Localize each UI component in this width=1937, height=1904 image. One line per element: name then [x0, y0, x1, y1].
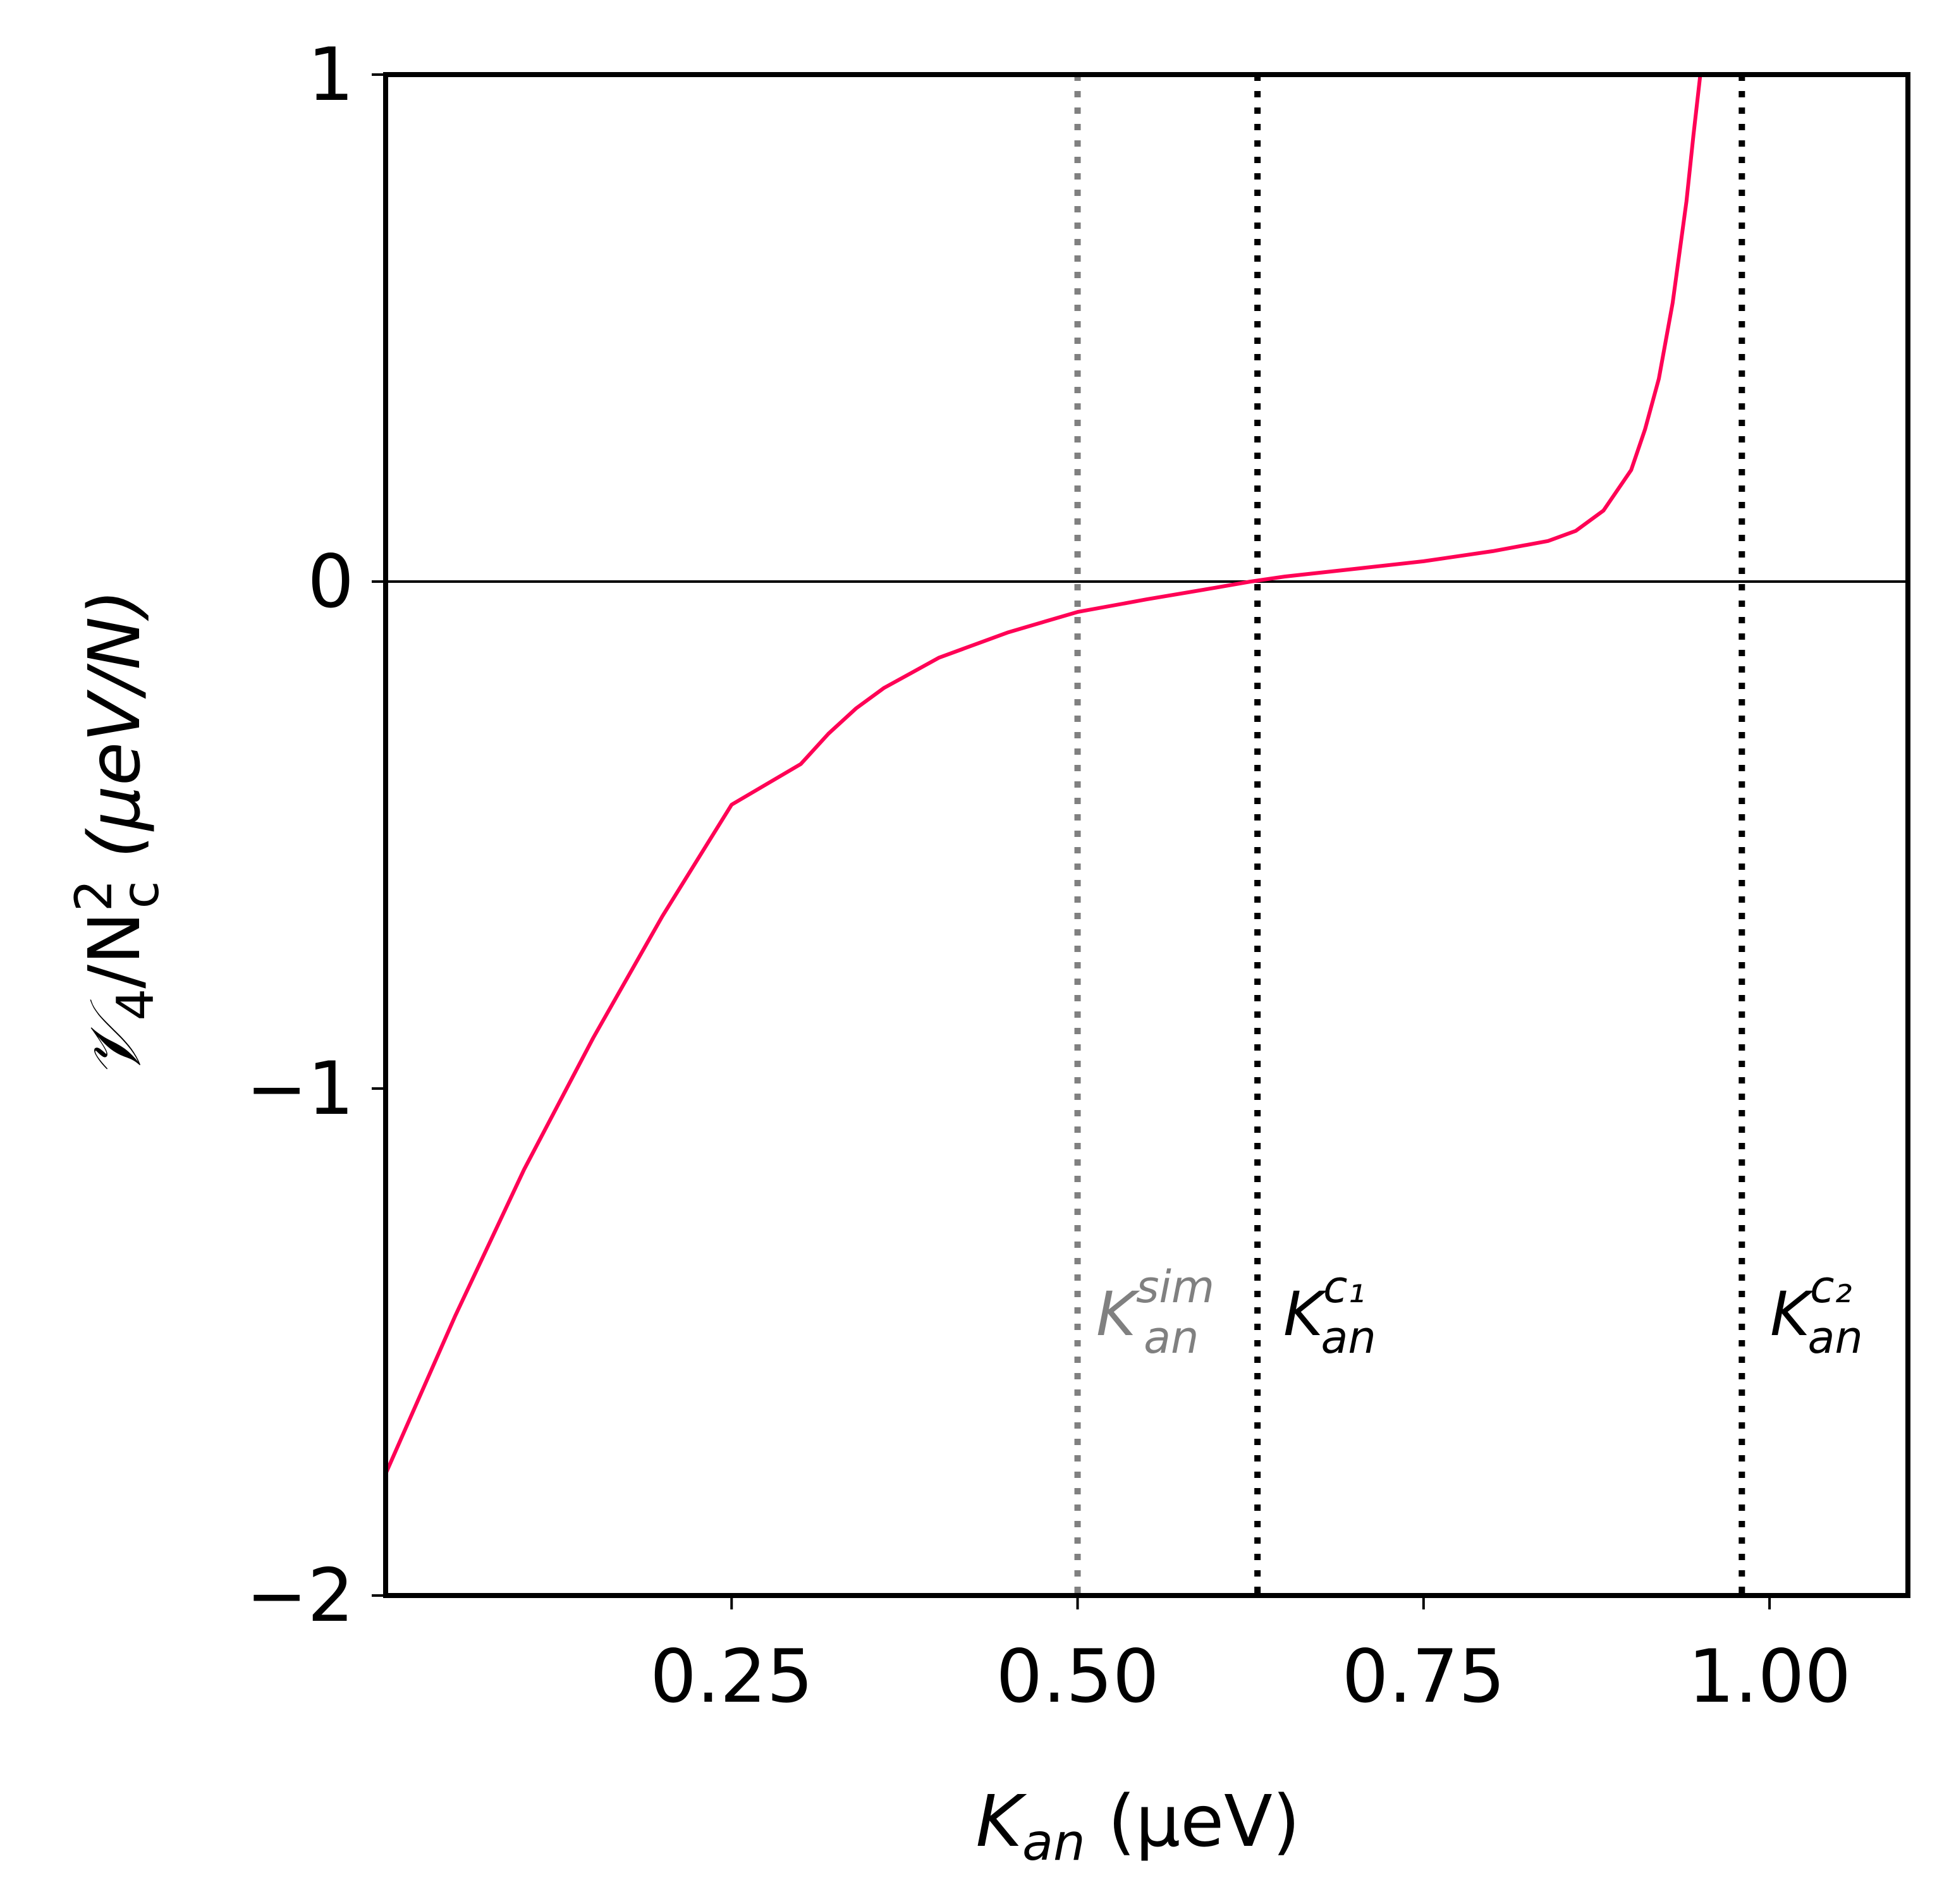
x-tick-label-0: 0.25 — [650, 1634, 813, 1719]
series-line-0 — [384, 73, 1705, 1475]
y-tick-label-1: 0 — [307, 539, 354, 625]
x-axis-title: Kan (μeV) — [976, 1781, 1300, 1872]
y-tick-label-0: 1 — [307, 32, 354, 118]
ticks: 0.25 0.50 0.75 1.00 1 0 −1 −2 — [246, 32, 1851, 1719]
vline-label-c1: Kc₁ an — [1283, 1261, 1376, 1364]
plot-frame — [383, 72, 1910, 1598]
x-tick-label-3: 1.00 — [1688, 1634, 1851, 1719]
vline-label-c2: Kc₂ an — [1770, 1261, 1863, 1364]
plot-marks — [384, 73, 1908, 1596]
vline-label-sim: Ksim an — [1096, 1261, 1214, 1364]
x-tick-label-1: 0.50 — [996, 1634, 1159, 1719]
y-tick-label-2: −1 — [246, 1046, 354, 1132]
y-tick-label-3: −2 — [246, 1553, 354, 1639]
y-axis-title: 𝒱4/N2c (μeV/N) — [64, 589, 170, 1080]
x-tick-label-2: 0.75 — [1342, 1634, 1505, 1719]
